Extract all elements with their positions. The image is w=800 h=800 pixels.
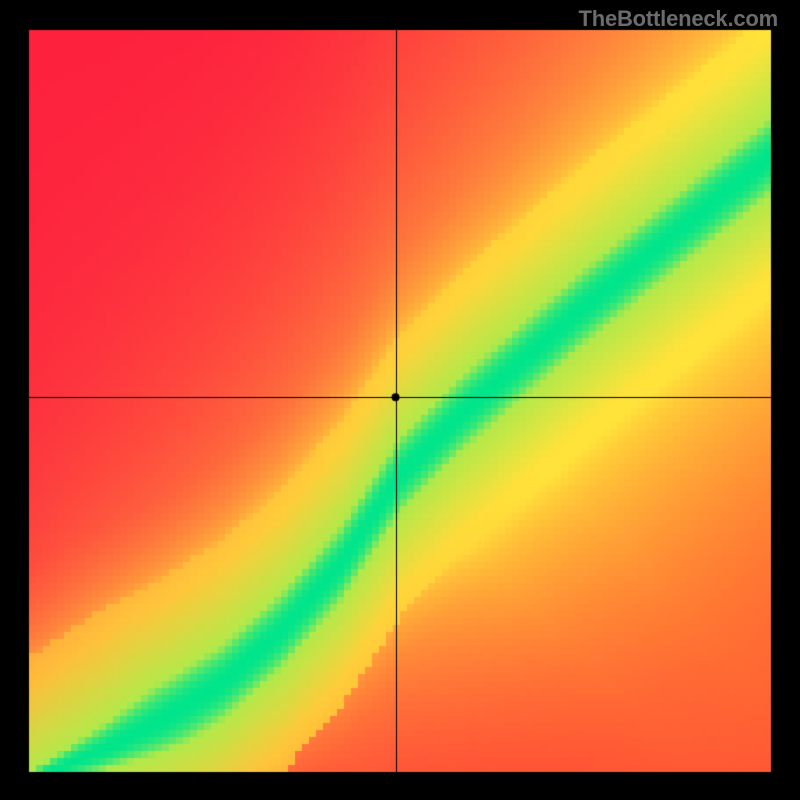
heatmap-canvas: [0, 0, 800, 800]
watermark-text: TheBottleneck.com: [578, 6, 778, 32]
chart-container: TheBottleneck.com: [0, 0, 800, 800]
